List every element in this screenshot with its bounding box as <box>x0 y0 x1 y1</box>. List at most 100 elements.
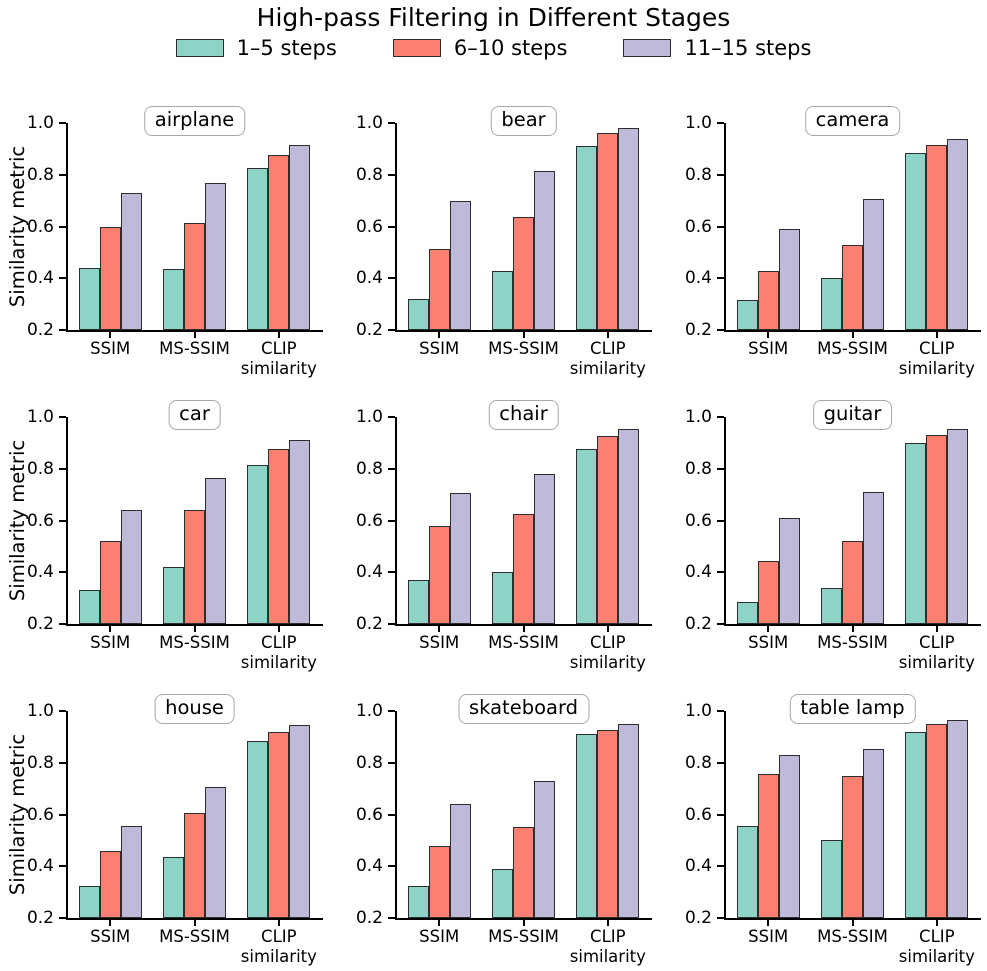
x-tick-label: CLIP similarity <box>240 339 317 378</box>
x-tick-label: CLIP similarity <box>569 339 646 378</box>
y-tick-label: 0.6 <box>26 510 54 531</box>
bar-11–15-steps <box>778 517 800 624</box>
legend-swatch-icon <box>392 39 441 57</box>
y-tick-label: 1.0 <box>684 113 712 133</box>
y-tick-label: 1.0 <box>26 407 54 427</box>
bar-1–5-steps <box>407 298 429 330</box>
bar-6–10-steps <box>184 222 205 330</box>
x-axis-spine <box>724 918 981 920</box>
legend-label: 1–5 steps <box>236 36 337 60</box>
y-tick-mark <box>388 416 395 418</box>
subplot-airplane: Similarity metric 1.0 0.8 0.6 0.4 0.2 SSIM MS-S… <box>0 88 329 382</box>
y-tick-label: 0.8 <box>26 164 54 185</box>
x-tick-mark <box>277 626 280 632</box>
bar-6–10-steps <box>99 541 121 624</box>
x-tick-label: MS-SSIM <box>488 339 559 358</box>
plot-area: 1.0 0.8 0.6 0.4 0.2 SSIM MS-SSIM CLIP similarity… <box>356 400 652 672</box>
panel-title: car <box>168 400 221 430</box>
y-tick-label: 0.2 <box>26 614 54 634</box>
subplot-bear: 1.0 0.8 0.6 0.4 0.2 SSIM MS-SSIM CLIP similarity… <box>329 88 658 382</box>
x-tick-mark <box>109 332 112 338</box>
x-tick-mark <box>851 332 854 338</box>
x-tick-mark <box>522 626 525 632</box>
panel-title: guitar <box>812 400 893 430</box>
y-tick-label: 0.6 <box>26 216 54 237</box>
y-tick-mark <box>717 329 724 331</box>
x-tick-mark <box>438 332 441 338</box>
x-tick-mark <box>193 626 196 632</box>
plot-area: 1.0 0.8 0.6 0.4 0.2 SSIM MS-SSIM CLIP similarity… <box>27 106 323 378</box>
x-tick-label: MS-SSIM <box>817 339 888 358</box>
x-tick-label: MS-SSIM <box>817 633 888 652</box>
bar-1–5-steps <box>905 731 927 918</box>
y-tick-mark <box>59 277 66 280</box>
bar-11–15-steps <box>205 182 226 330</box>
bar-11–15-steps <box>534 170 555 330</box>
subplot-grid: Similarity metric 1.0 0.8 0.6 0.4 0.2 SSIM MS-S… <box>0 88 987 970</box>
y-tick-mark <box>717 277 724 280</box>
bar-1–5-steps <box>492 868 513 918</box>
bar-11–15-steps <box>120 510 142 624</box>
y-tick-label: 0.2 <box>684 908 712 928</box>
subplot-table-lamp: 1.0 0.8 0.6 0.4 0.2 SSIM MS-SSIM CLIP similarity… <box>658 676 987 970</box>
y-tick-mark <box>388 277 395 280</box>
bar-11–15-steps <box>449 493 471 624</box>
plot-area: 1.0 0.8 0.6 0.4 0.2 SSIM MS-SSIM CLIP similarity… <box>27 400 323 672</box>
bar-1–5-steps <box>407 885 429 918</box>
x-tick-label: MS-SSIM <box>817 927 888 946</box>
bar-6–10-steps <box>513 827 534 918</box>
bar-11–15-steps <box>289 440 311 624</box>
y-tick-mark <box>717 225 724 228</box>
y-tick-label: 0.4 <box>355 268 383 289</box>
y-tick-mark <box>388 122 395 124</box>
bar-11–15-steps <box>120 192 142 330</box>
x-tick-mark <box>438 626 441 632</box>
x-tick-label: SSIM <box>748 633 789 652</box>
y-tick-mark <box>717 571 724 574</box>
bar-11–15-steps <box>534 780 555 918</box>
x-axis-spine <box>395 330 652 332</box>
y-tick-mark <box>388 467 395 470</box>
x-tick-mark <box>109 626 112 632</box>
y-tick-mark <box>717 416 724 418</box>
bar-1–5-steps <box>905 442 927 624</box>
bar-11–15-steps <box>618 128 640 330</box>
legend-label: 11–15 steps <box>684 36 812 60</box>
x-tick-label: SSIM <box>748 927 789 946</box>
y-tick-label: 0.2 <box>26 320 54 340</box>
y-tick-mark <box>388 571 395 574</box>
y-axis-spine <box>395 123 397 332</box>
bar-6–10-steps <box>757 560 779 624</box>
bar-11–15-steps <box>205 787 226 918</box>
bar-6–10-steps <box>99 226 121 330</box>
plot-area: 1.0 0.8 0.6 0.4 0.2 SSIM MS-SSIM CLIP similarity… <box>356 106 652 378</box>
y-tick-mark <box>388 225 395 228</box>
legend-item: 6–10 steps <box>392 36 567 60</box>
x-tick-mark <box>767 626 770 632</box>
y-tick-label: 1.0 <box>355 407 383 427</box>
x-tick-label: CLIP similarity <box>240 927 317 966</box>
bar-1–5-steps <box>821 840 842 918</box>
subplot-chair: 1.0 0.8 0.6 0.4 0.2 SSIM MS-SSIM CLIP similarity… <box>329 382 658 676</box>
y-tick-label: 0.2 <box>355 908 383 928</box>
x-tick-mark <box>109 920 112 926</box>
bar-11–15-steps <box>618 723 640 918</box>
y-tick-label: 0.4 <box>684 562 712 583</box>
bar-1–5-steps <box>247 740 269 918</box>
legend-swatch-icon <box>623 39 672 57</box>
panel-title: skateboard <box>457 694 590 724</box>
x-tick-mark <box>606 920 609 926</box>
subplot-car: Similarity metric 1.0 0.8 0.6 0.4 0.2 SSIM MS-S… <box>0 382 329 676</box>
x-tick-mark <box>193 332 196 338</box>
y-tick-mark <box>717 761 724 764</box>
y-tick-mark <box>59 416 66 418</box>
y-tick-label: 0.8 <box>684 164 712 185</box>
x-tick-mark <box>193 920 196 926</box>
y-tick-mark <box>717 467 724 470</box>
x-tick-mark <box>522 920 525 926</box>
y-axis-spine <box>66 711 68 920</box>
y-tick-mark <box>59 865 66 868</box>
bar-6–10-steps <box>268 731 290 918</box>
y-tick-label: 0.4 <box>26 856 54 877</box>
bar-6–10-steps <box>926 145 948 330</box>
